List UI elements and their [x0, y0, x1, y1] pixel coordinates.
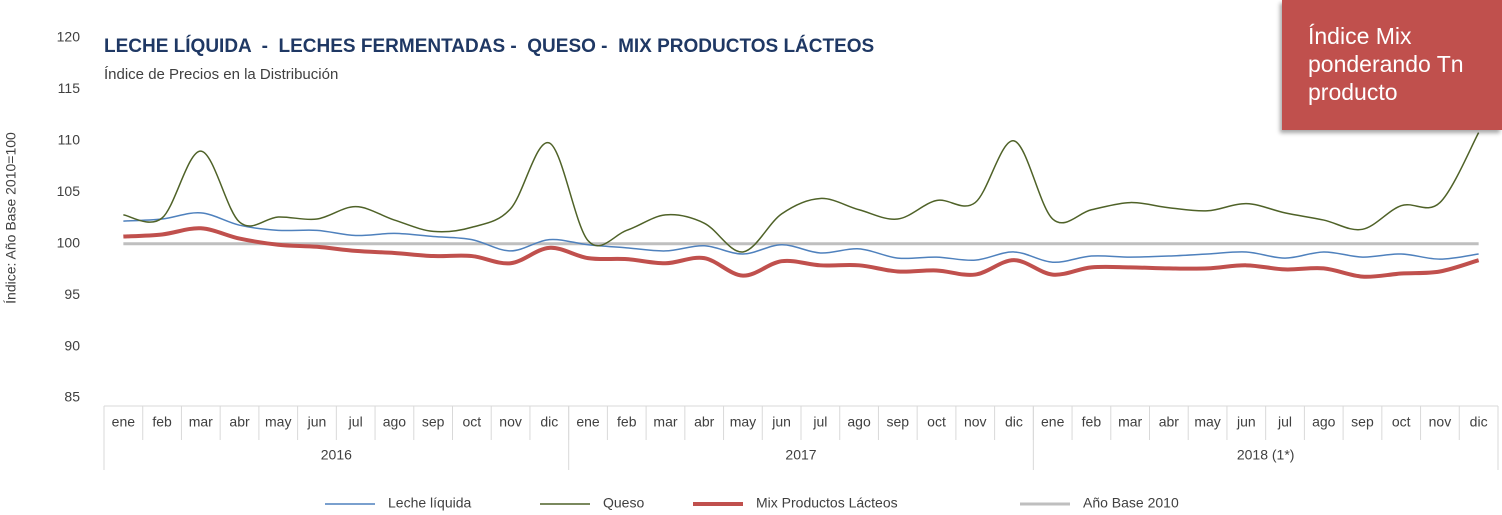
- x-tick-label: ene: [1041, 414, 1065, 430]
- x-tick-label: nov: [1429, 414, 1452, 430]
- series-line: [123, 132, 1480, 253]
- x-tick-label: nov: [964, 414, 987, 430]
- x-tick-label: dic: [540, 414, 558, 430]
- x-tick-label: abr: [694, 414, 715, 430]
- x-tick-label: ene: [112, 414, 136, 430]
- legend-label: Año Base 2010: [1083, 495, 1179, 511]
- x-tick-label: nov: [499, 414, 522, 430]
- x-tick-label: feb: [152, 414, 172, 430]
- chart-title: LECHE LÍQUIDA - LECHES FERMENTADAS - QUE…: [104, 35, 874, 57]
- x-tick-label: sep: [1351, 414, 1374, 430]
- y-tick-label: 110: [58, 132, 81, 148]
- x-tick-label: abr: [1159, 414, 1180, 430]
- x-tick-label: may: [730, 414, 756, 430]
- x-tick-label: jul: [812, 414, 827, 430]
- x-tick-label: jun: [771, 414, 791, 430]
- x-tick-label: may: [265, 414, 291, 430]
- legend-label: Queso: [603, 495, 644, 511]
- x-tick-label: may: [1194, 414, 1220, 430]
- x-tick-label: feb: [617, 414, 637, 430]
- series-line: [123, 212, 1479, 263]
- y-tick-label: 85: [64, 389, 80, 405]
- x-tick-label: dic: [1005, 414, 1023, 430]
- x-tick-label: dic: [1470, 414, 1488, 430]
- y-tick-label: 105: [57, 183, 81, 199]
- x-tick-label: ago: [1312, 414, 1336, 430]
- y-tick-label: 120: [57, 29, 81, 45]
- x-tick-label: mar: [653, 414, 677, 430]
- x-tick-label: sep: [422, 414, 445, 430]
- annotation: Índice Mix ponderando Tn producto: [1282, 0, 1502, 130]
- series-line: [123, 226, 1480, 279]
- x-tick-label: ago: [383, 414, 407, 430]
- x-tick-label: ago: [847, 414, 871, 430]
- x-tick-label: feb: [1082, 414, 1102, 430]
- chart-subtitle: Índice de Precios en la Distribución: [104, 66, 338, 83]
- y-axis-label: Índice: Año Base 2010=100: [3, 132, 19, 304]
- x-tick-label: jul: [348, 414, 363, 430]
- x-tick-label: ene: [576, 414, 600, 430]
- x-tick-label: jun: [1236, 414, 1256, 430]
- x-tick-label: jun: [307, 414, 327, 430]
- legend-label: Leche líquida: [388, 495, 472, 511]
- group-label: 2018 (1*): [1237, 447, 1295, 463]
- y-tick-label: 90: [64, 337, 80, 353]
- x-tick-label: oct: [1392, 414, 1411, 430]
- y-tick-label: 115: [58, 80, 81, 96]
- x-tick-label: mar: [1118, 414, 1142, 430]
- group-label: 2017: [785, 447, 816, 463]
- x-tick-label: abr: [229, 414, 250, 430]
- x-tick-label: sep: [887, 414, 910, 430]
- group-label: 2016: [321, 447, 352, 463]
- y-tick-label: 100: [57, 234, 81, 250]
- x-tick-label: jul: [1277, 414, 1292, 430]
- legend-label: Mix Productos Lácteos: [756, 495, 898, 511]
- x-tick-label: oct: [463, 414, 482, 430]
- x-tick-label: oct: [927, 414, 946, 430]
- x-tick-label: mar: [189, 414, 213, 430]
- y-tick-label: 95: [64, 286, 80, 302]
